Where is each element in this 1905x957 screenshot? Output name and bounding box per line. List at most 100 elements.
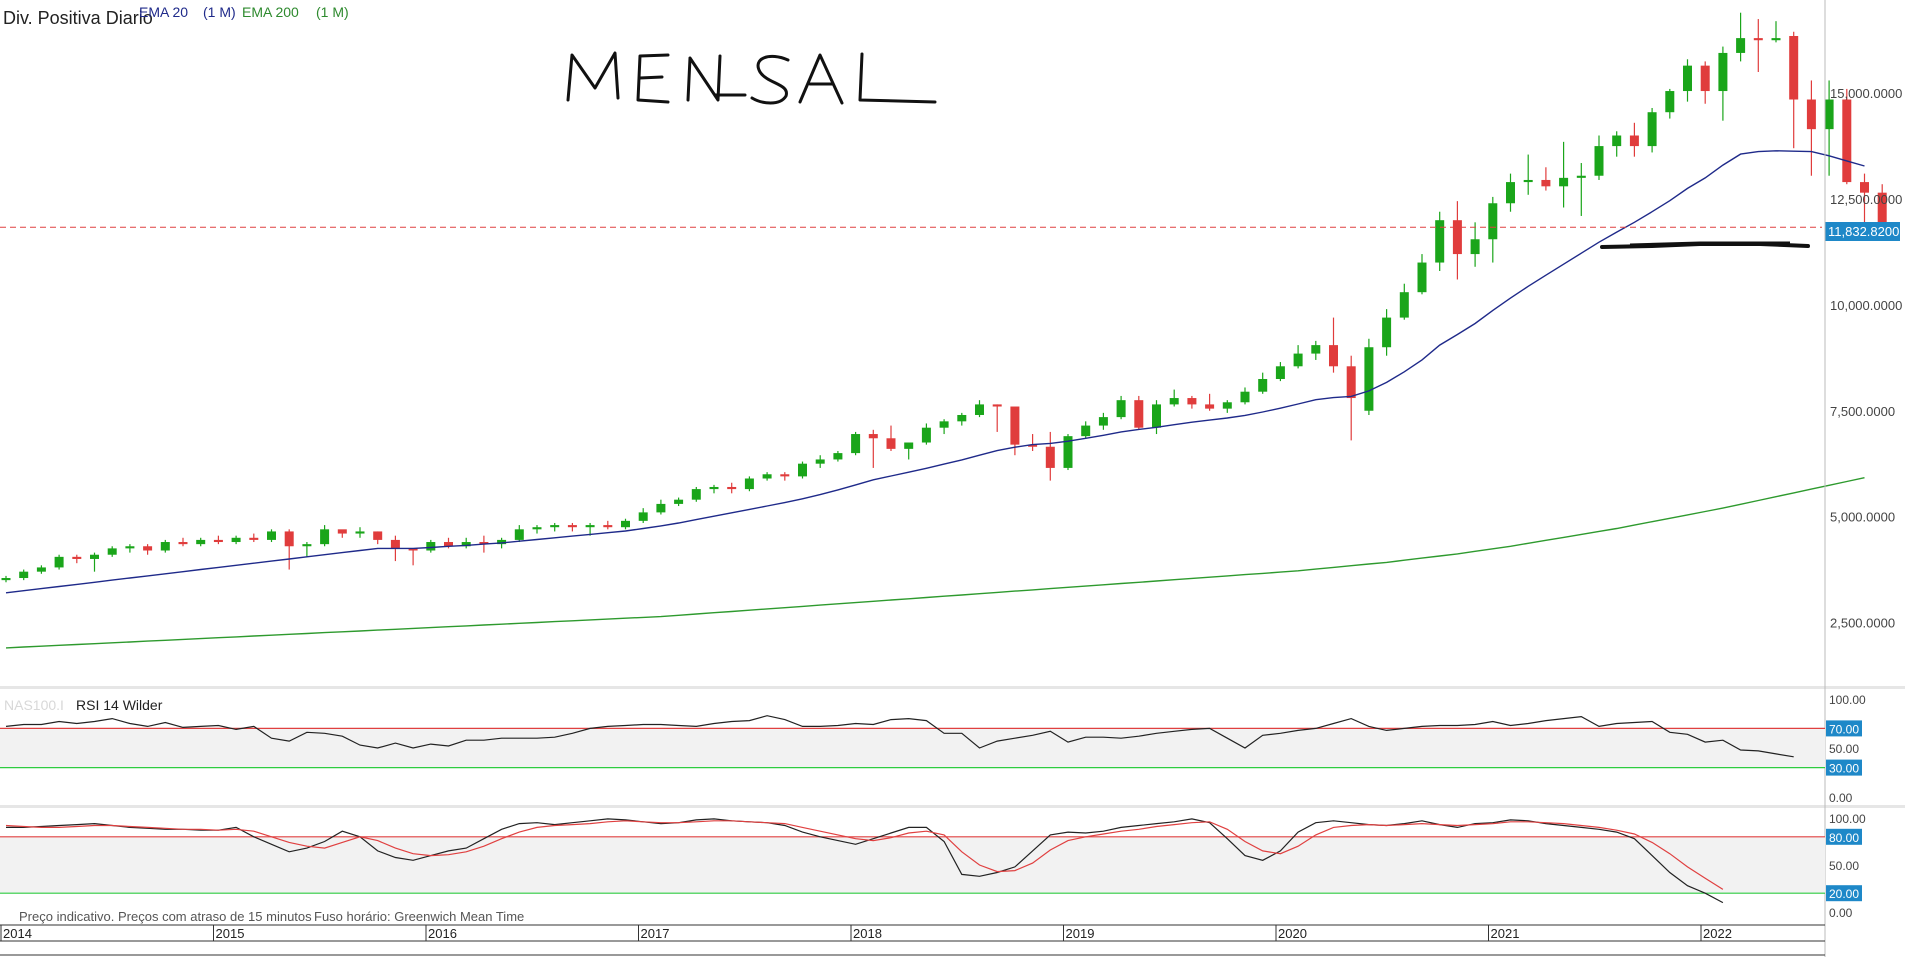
candle-body (444, 542, 453, 547)
candle-body (1559, 177, 1569, 187)
candle-body (1134, 400, 1144, 428)
candle-body (1824, 99, 1834, 130)
rsi-level-badge (1826, 759, 1862, 776)
candle-body (1683, 65, 1692, 92)
ema200-legend-tf: (1 M) (316, 4, 349, 20)
rsi-axis: 100.00 70.00 50.00 30.00 0.00 (1826, 693, 1866, 805)
stochastic-level-badge (1826, 885, 1862, 902)
ema200-line (5, 477, 1865, 649)
stochastic-tick-label: 80.00 (1829, 831, 1859, 845)
candle-body (337, 529, 347, 534)
stochastic-d-line (5, 820, 1724, 890)
candle-body (143, 546, 153, 551)
candle-body (373, 531, 383, 540)
candle-body (691, 489, 701, 500)
candle-body (904, 442, 914, 449)
candle-body (54, 556, 64, 568)
candle-body (213, 539, 223, 543)
rsi-symbol-label: NAS100.I (4, 697, 64, 713)
chart-title: Div. Positiva Diario (3, 8, 153, 28)
candle-body (1771, 38, 1781, 41)
candle-body (1700, 65, 1710, 92)
candle-body (178, 542, 188, 545)
price-badge-bg (1825, 222, 1900, 241)
candle-body (497, 539, 507, 545)
candle-body (1258, 378, 1268, 392)
candle-body (1116, 400, 1126, 418)
candle-body (1576, 175, 1586, 178)
hand-written-annotation (566, 51, 937, 105)
year-label: 2018 (853, 926, 882, 941)
rsi-line (5, 715, 1794, 758)
stochastic-axis: 100.00 80.00 50.00 20.00 0.00 (1826, 812, 1866, 920)
candle-body (1753, 38, 1763, 41)
candle-body (762, 474, 772, 479)
candle-body (1665, 91, 1675, 113)
stochastic-tick-label: 50.00 (1829, 859, 1859, 873)
candle-body (674, 499, 684, 504)
candle-body (426, 542, 436, 551)
stochastic-tick-label: 20.00 (1829, 887, 1859, 901)
price-tick-label: 12,500.0000 (1830, 192, 1902, 207)
ema20-legend-tf: (1 M) (203, 4, 236, 20)
candle-body (798, 463, 807, 477)
ema200-legend-label: EMA 200 (242, 4, 299, 20)
candle-body (585, 525, 595, 528)
price-tick-label: 10,000.0000 (1830, 298, 1902, 313)
candle-body (1523, 179, 1533, 183)
candle-body (868, 434, 878, 439)
price-tick-label: 15,000.0000 (1830, 86, 1902, 101)
rsi-tick-label: 50.00 (1829, 742, 1859, 756)
price-tick-label: 5,000.0000 (1830, 510, 1895, 525)
candle-body (107, 548, 117, 555)
candle-body (284, 531, 294, 547)
candle-body (921, 427, 931, 443)
rsi-band (0, 728, 1825, 768)
candle-body (550, 525, 560, 528)
candle-body (196, 539, 206, 545)
time-axis: 2014 2015 2016 2017 2018 2019 2020 2021 2022 (0, 924, 1825, 956)
candle-body (1311, 345, 1321, 354)
year-label: 2021 (1491, 926, 1520, 941)
candle-body (957, 414, 967, 422)
candle-body (1205, 404, 1215, 409)
candle-body (514, 529, 524, 540)
candle-body (1329, 345, 1338, 367)
candle-body (320, 529, 330, 545)
panel-divider (0, 686, 1905, 689)
candle-body (1, 578, 11, 581)
candle-body (709, 486, 719, 490)
candle-body (1364, 347, 1374, 411)
rsi-level-badge (1826, 720, 1862, 737)
candle-body (1275, 366, 1285, 379)
candle-body (621, 520, 630, 528)
candle-body (744, 478, 754, 490)
candle-body (461, 542, 471, 547)
candle-body (1877, 192, 1887, 228)
candle-body (125, 546, 135, 549)
candle-body (1470, 239, 1480, 255)
candle-body (975, 404, 984, 415)
candle-body (1028, 444, 1038, 447)
year-label: 2020 (1278, 926, 1307, 941)
panel-divider (0, 805, 1905, 808)
candle-body (1789, 35, 1799, 100)
candle-body (231, 537, 241, 543)
candle-body (1860, 182, 1869, 193)
rsi-tick-label: 100.00 (1829, 693, 1866, 707)
candle-body (1081, 425, 1091, 437)
stochastic-tick-label: 0.00 (1829, 906, 1853, 920)
stochastic-tick-label: 100.00 (1829, 812, 1866, 826)
candle-body (1222, 402, 1232, 409)
candle-body (656, 503, 666, 513)
candle-body (532, 527, 542, 530)
candle-body (1629, 135, 1639, 147)
candle-body (1452, 220, 1462, 255)
candle-body (1842, 99, 1852, 183)
candle-body (886, 438, 896, 449)
candle-body (1240, 391, 1250, 403)
price-tick-label: 2,500.0000 (1830, 615, 1895, 630)
candle-body (1152, 404, 1161, 428)
ema20-legend-label: EMA 20 (139, 4, 188, 20)
candle-body (355, 531, 365, 534)
